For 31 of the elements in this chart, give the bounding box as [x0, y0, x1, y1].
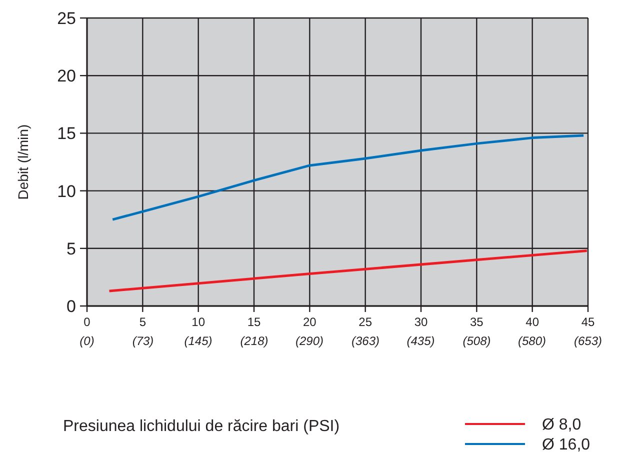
y-axis-title: Debit (l/min): [15, 124, 31, 200]
x2-tick-label: (580): [518, 334, 546, 348]
x-tick-label: 30: [414, 315, 428, 329]
x-tick-label: 15: [247, 315, 261, 329]
x2-tick-label: (218): [240, 334, 268, 348]
legend-label: Ø 8,0: [542, 416, 582, 434]
y-tick-label: 20: [57, 66, 76, 86]
x2-tick-label: (145): [184, 334, 212, 348]
y-tick-label: 15: [57, 124, 76, 144]
x-tick-label: 20: [302, 315, 317, 329]
x-tick-label: 45: [581, 315, 595, 329]
line-series: [111, 134, 585, 221]
x2-tick-label: (435): [406, 334, 435, 348]
x2-tick-label: (73): [132, 334, 154, 348]
x2-tick-label: (508): [462, 334, 491, 348]
x2-tick-label: (290): [295, 334, 324, 348]
x2-tick-label: (653): [574, 334, 602, 348]
x-axis-title: Presiunea lichidului de răcire bari (PSI): [63, 418, 340, 435]
x-tick-label: 35: [470, 315, 484, 329]
x-tick-label: 40: [526, 315, 540, 329]
legend-label: Ø 16,0: [542, 436, 590, 454]
x-tick-label: 25: [358, 315, 372, 329]
y-tick-label: 0: [66, 296, 76, 316]
x-tick-label: 10: [192, 315, 206, 329]
y-tick-label: 5: [66, 239, 76, 258]
y-tick-label: 10: [57, 182, 76, 201]
x-tick-label: 5: [139, 315, 146, 329]
y-tick-label: 25: [57, 8, 76, 28]
x2-tick-label: (363): [351, 334, 380, 348]
x-tick-label: 0: [84, 315, 91, 329]
x2-tick-label: (0): [80, 334, 94, 348]
